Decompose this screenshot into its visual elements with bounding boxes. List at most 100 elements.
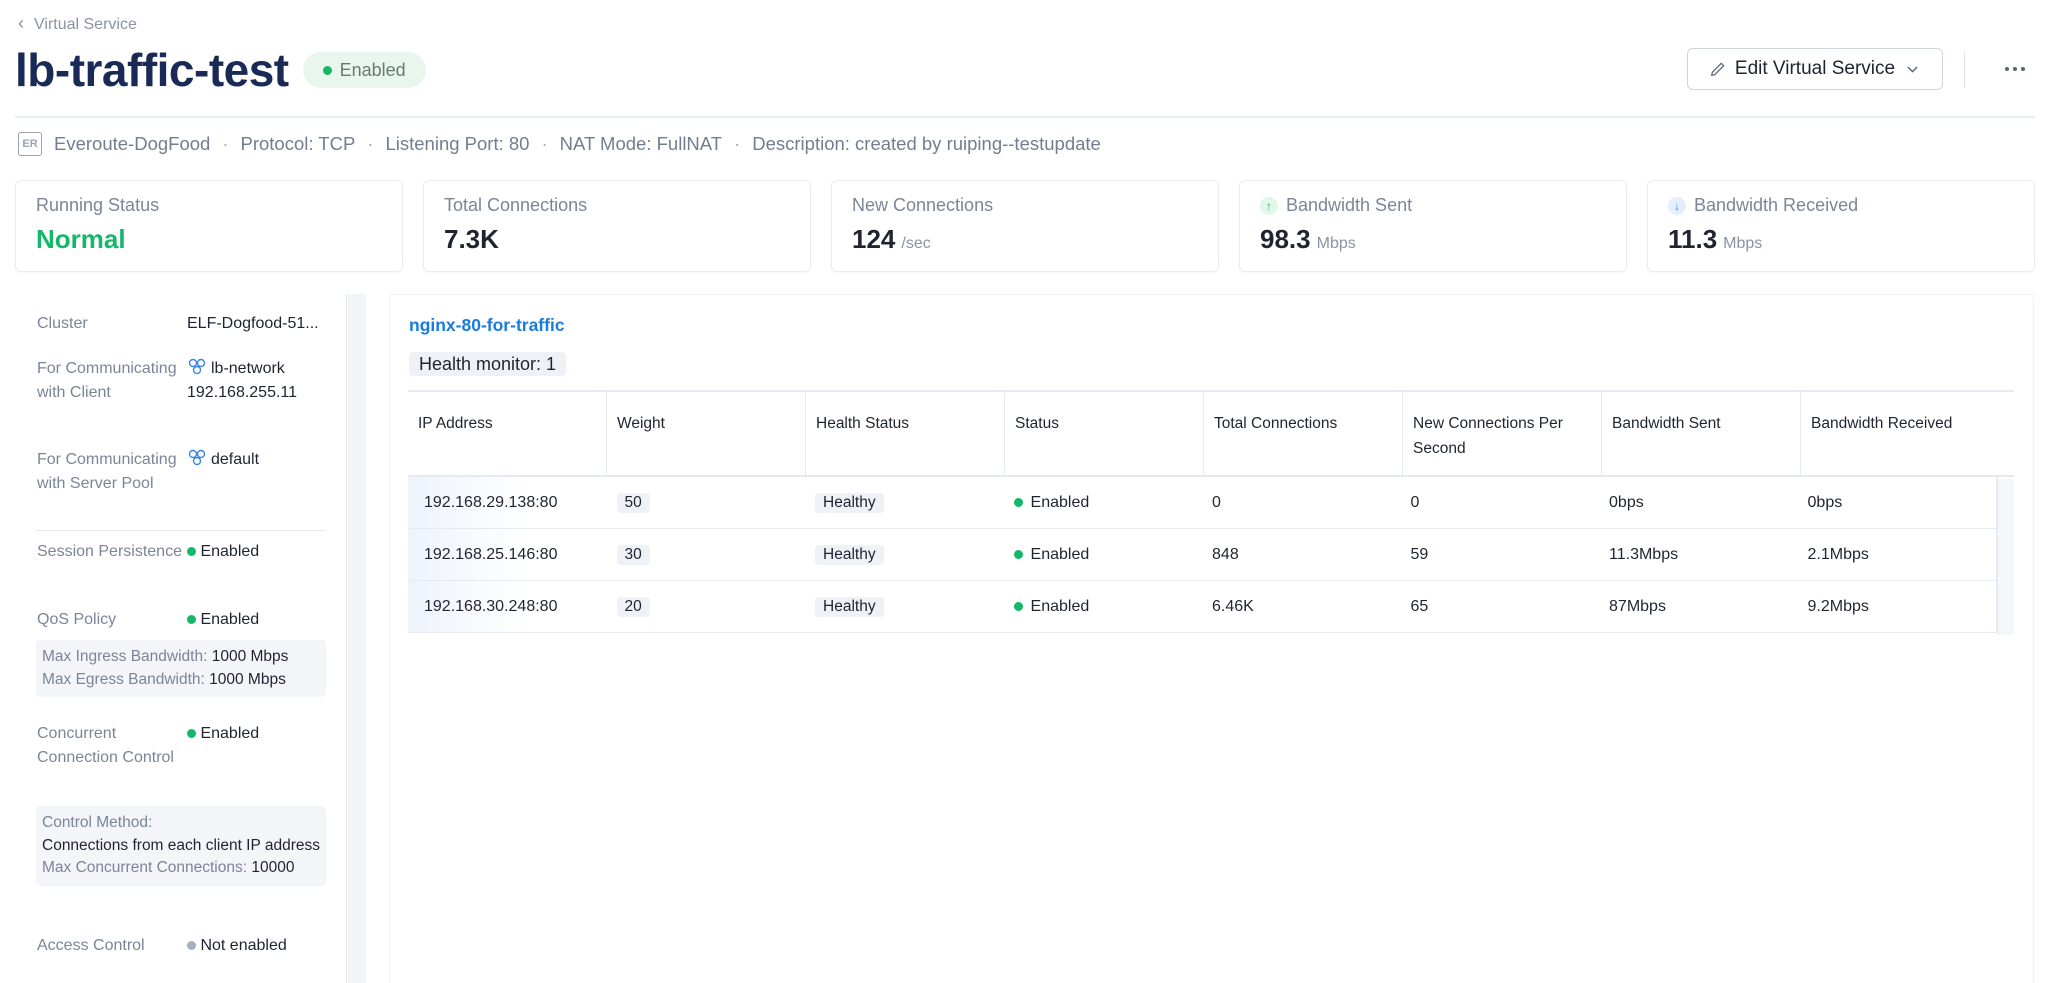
server-pool-panel: nginx-80-for-traffic Health monitor: 1 I… bbox=[389, 294, 2034, 983]
client-network-row[interactable]: lb-network bbox=[187, 357, 327, 381]
detail-value: Enabled bbox=[187, 540, 327, 564]
cell-bandwidth-received: 9.2Mbps bbox=[1807, 597, 1869, 615]
column-header: Bandwidth Received bbox=[1811, 415, 1953, 432]
table-row[interactable]: 192.168.29.138:80 50 Healthy Enabled 0 0… bbox=[408, 477, 1997, 529]
table-row[interactable]: 192.168.25.146:80 30 Healthy Enabled 848… bbox=[408, 529, 1997, 581]
detail-value: default bbox=[187, 448, 327, 495]
cell-status: Enabled bbox=[1004, 494, 1203, 512]
max-concurrent-value: 10000 bbox=[251, 859, 295, 876]
cell-weight: 50 bbox=[607, 492, 806, 513]
column-header: New Connections Per Second bbox=[1403, 392, 1602, 475]
stat-label: Running Status bbox=[36, 195, 160, 215]
status-text: Enabled bbox=[1030, 493, 1090, 511]
meta-nat-mode: NAT Mode: FullNAT bbox=[559, 133, 723, 154]
detail-value-text: Enabled bbox=[200, 611, 260, 628]
detail-value-text: Enabled bbox=[200, 725, 260, 742]
qos-detail-box: Max Ingress Bandwidth: 1000 Mbps Max Egr… bbox=[36, 640, 326, 697]
details-divider bbox=[36, 530, 326, 531]
stat-value: 98.3 Mbps bbox=[1260, 224, 1606, 255]
arrow-down-icon: ↓ bbox=[1668, 196, 1686, 215]
edit-button-label: Edit Virtual Service bbox=[1734, 58, 1896, 79]
cell-ip: 192.168.25.146:80 bbox=[408, 529, 607, 580]
stat-value-text: 98.3 bbox=[1260, 224, 1311, 254]
cluster-badge-icon: ER bbox=[18, 132, 42, 156]
panel-scroll-track[interactable] bbox=[348, 294, 366, 983]
detail-label: Access Control bbox=[37, 937, 145, 954]
status-text: Enabled bbox=[1030, 597, 1090, 615]
stat-label-row: ↑ Bandwidth Sent bbox=[1260, 195, 1606, 216]
cell-bandwidth-received: 0bps bbox=[1807, 493, 1843, 511]
status-badge: Enabled bbox=[302, 52, 426, 88]
ingress-value: 1000 Mbps bbox=[211, 648, 289, 665]
disabled-dot-icon bbox=[187, 941, 196, 950]
detail-server-network: For Communicating with Server Pool defau… bbox=[37, 448, 327, 495]
cell-weight: 20 bbox=[607, 596, 806, 617]
table-row[interactable]: 192.168.30.248:80 20 Healthy Enabled 6.4… bbox=[408, 581, 1997, 633]
cell-health: Healthy bbox=[805, 544, 1004, 565]
weight-tag: 50 bbox=[616, 492, 650, 513]
stat-value: 7.3K bbox=[444, 224, 790, 255]
weight-tag: 20 bbox=[616, 596, 650, 617]
detail-label: Cluster bbox=[37, 315, 88, 332]
server-pool-link[interactable]: nginx-80-for-traffic bbox=[409, 315, 565, 335]
stat-value: 11.3 Mbps bbox=[1668, 224, 2014, 255]
column-header: Bandwidth Sent bbox=[1602, 392, 1801, 475]
enabled-dot-icon bbox=[1013, 602, 1023, 611]
detail-access-control: Access Control Not enabled bbox=[37, 934, 327, 958]
cell-new-connections: 59 bbox=[1410, 545, 1429, 563]
breadcrumb[interactable]: ‹ Virtual Service bbox=[18, 13, 137, 35]
column-header: IP Address bbox=[408, 392, 607, 475]
client-network-name: lb-network bbox=[211, 360, 285, 377]
cell-total-connections: 6.46K bbox=[1212, 597, 1254, 615]
egress-value: 1000 Mbps bbox=[209, 670, 286, 688]
meta-protocol: Protocol: TCP bbox=[240, 133, 356, 154]
stat-unit: Mbps bbox=[1723, 235, 1763, 252]
health-tag: Healthy bbox=[815, 596, 884, 617]
max-concurrent-key: Max Concurrent Connections: bbox=[42, 859, 248, 876]
egress-key: Max Egress Bandwidth: bbox=[42, 670, 205, 688]
more-options-button[interactable] bbox=[1993, 58, 2037, 80]
enabled-dot-icon bbox=[1013, 550, 1023, 559]
meta-listening-port: Listening Port: 80 bbox=[385, 133, 530, 154]
stat-card-running-status: Running Status Normal bbox=[15, 180, 403, 272]
stat-label-row: ↓ Bandwidth Received bbox=[1668, 195, 2014, 216]
meta-cluster-name: Everoute-DogFood bbox=[54, 133, 211, 154]
meta-row: ER Everoute-DogFood · Protocol: TCP · Li… bbox=[18, 132, 1101, 156]
arrow-up-icon: ↑ bbox=[1260, 196, 1278, 215]
network-icon bbox=[188, 358, 206, 375]
stat-label: Total Connections bbox=[444, 195, 588, 215]
detail-session-persistence: Session Persistence Enabled bbox=[37, 540, 327, 564]
cell-ip: 192.168.30.248:80 bbox=[408, 581, 607, 632]
cell-ip: 192.168.29.138:80 bbox=[408, 477, 607, 528]
cell-total-connections: 0 bbox=[1212, 493, 1221, 511]
control-method-key: Control Method: bbox=[42, 814, 153, 831]
enabled-dot-icon bbox=[1013, 498, 1023, 507]
weight-tag: 30 bbox=[616, 544, 650, 565]
cell-total-connections: 848 bbox=[1212, 545, 1239, 563]
ingress-key: Max Ingress Bandwidth: bbox=[42, 648, 208, 665]
stat-value-text: 11.3 bbox=[1668, 224, 1718, 254]
edit-virtual-service-button[interactable]: Edit Virtual Service bbox=[1687, 48, 1943, 90]
column-header: Status bbox=[1005, 392, 1204, 475]
stat-value-text: 7.3K bbox=[444, 224, 499, 254]
stat-value: Normal bbox=[36, 224, 382, 255]
concurrent-detail-box: Control Method: Connections from each cl… bbox=[36, 806, 326, 886]
max-concurrent-line: Max Concurrent Connections: 10000 bbox=[42, 857, 320, 880]
stat-label: New Connections bbox=[852, 195, 994, 215]
stat-card-bandwidth-sent: ↑ Bandwidth Sent 98.3 Mbps bbox=[1239, 180, 1627, 272]
detail-value: Not enabled bbox=[187, 934, 327, 958]
detail-value: lb-network 192.168.255.11 bbox=[187, 357, 327, 404]
meta-description: Description: created by ruiping--testupd… bbox=[752, 133, 1101, 154]
control-method-line: Control Method: bbox=[42, 812, 320, 835]
server-network-row[interactable]: default bbox=[187, 448, 327, 472]
table-scrollbar[interactable] bbox=[1997, 479, 2014, 635]
stat-card-new-connections: New Connections 124/sec bbox=[831, 180, 1219, 272]
network-icon bbox=[188, 449, 206, 466]
cell-bandwidth-sent: 0bps bbox=[1609, 493, 1644, 511]
stat-card-bandwidth-received: ↓ Bandwidth Received 11.3 Mbps bbox=[1647, 180, 2035, 272]
status-badge-label: Enabled bbox=[339, 59, 406, 80]
enabled-dot-icon bbox=[187, 615, 196, 624]
ingress-line: Max Ingress Bandwidth: 1000 Mbps bbox=[42, 646, 320, 669]
stat-value: 124/sec bbox=[852, 224, 1198, 255]
health-tag: Healthy bbox=[815, 544, 884, 565]
